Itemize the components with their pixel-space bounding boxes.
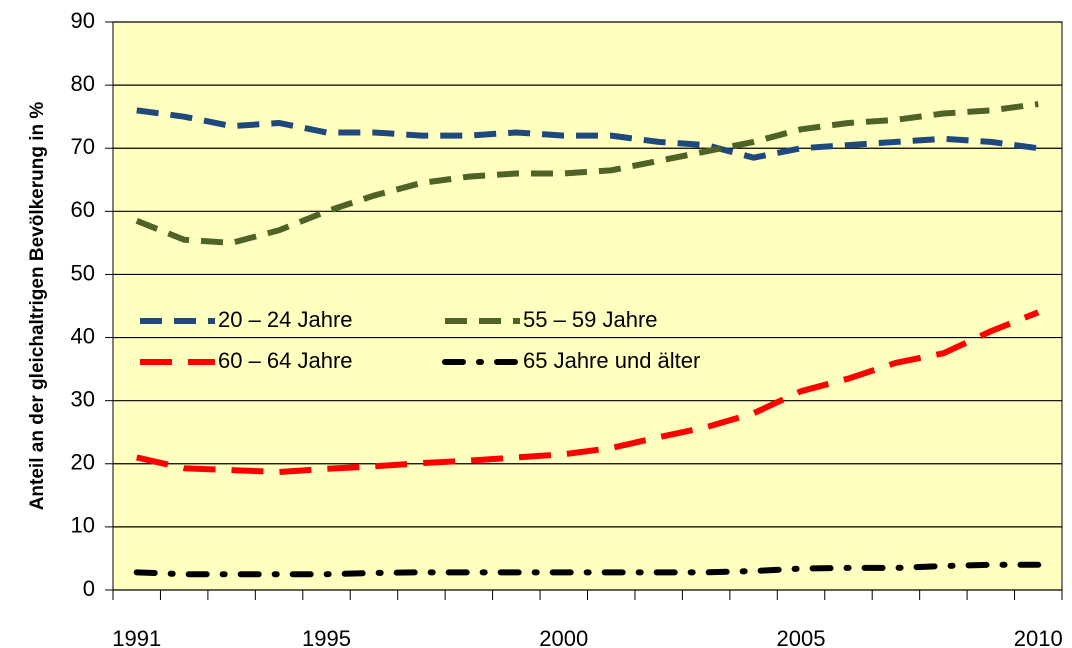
y-tick-label: 0	[83, 576, 95, 601]
series-line	[136, 107, 1039, 161]
y-tick-label: 50	[71, 260, 95, 285]
y-axis-label: Anteil an der gleichaltrigen Bevölkerung…	[27, 102, 48, 511]
y-tick-label: 60	[71, 197, 95, 222]
x-tick-label: 2010	[1014, 626, 1063, 648]
y-tick-label: 90	[71, 8, 95, 33]
y-tick-label: 20	[71, 450, 95, 475]
series-line	[135, 101, 1039, 246]
y-tick-label: 80	[71, 71, 95, 96]
legend-label: 65 Jahre und älter	[523, 348, 700, 373]
y-tick-label: 10	[71, 513, 95, 538]
x-tick-label: 1995	[302, 626, 351, 648]
x-tick-label: 2000	[539, 626, 588, 648]
legend-label: 20 – 24 Jahre	[218, 307, 353, 332]
series-line	[136, 309, 1040, 475]
x-tick-label: 1991	[112, 626, 161, 648]
y-tick-label: 40	[71, 323, 95, 348]
series-line	[133, 561, 1042, 578]
legend-label: 55 – 59 Jahre	[523, 307, 658, 332]
y-tick-label: 30	[71, 386, 95, 411]
y-tick-label: 70	[71, 134, 95, 159]
legend-label: 60 – 64 Jahre	[218, 348, 353, 373]
x-tick-label: 2005	[777, 626, 826, 648]
